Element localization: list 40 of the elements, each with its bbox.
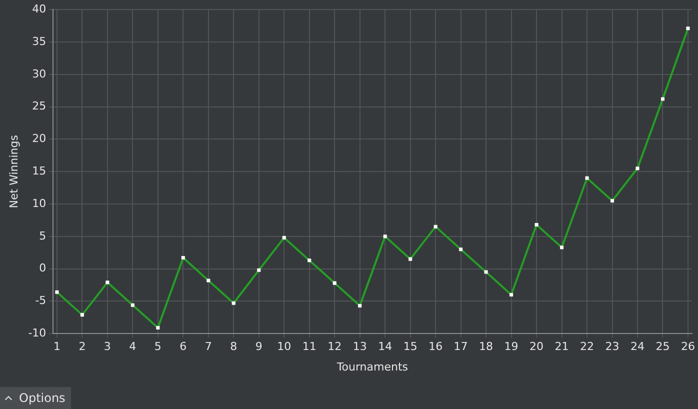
y-tick-label: 5	[39, 229, 46, 242]
y-tick-label: 15	[32, 164, 46, 178]
x-tick-label: 26	[680, 340, 695, 354]
x-tick-label: 19	[504, 340, 518, 354]
x-tick-label: 2	[78, 340, 86, 354]
x-tick-label: 1	[53, 340, 60, 354]
x-tick-label: 12	[328, 340, 342, 354]
x-tick-label: 21	[554, 340, 569, 354]
x-tick-label: 14	[378, 340, 392, 354]
x-tick-label: 9	[255, 340, 262, 354]
y-tick-label: 30	[32, 67, 46, 80]
x-tick-label: 17	[454, 340, 468, 354]
x-tick-label: 11	[302, 340, 316, 354]
y-tick-label: 25	[32, 100, 46, 113]
x-tick-label: 25	[656, 340, 670, 354]
x-tick-label: 4	[129, 340, 136, 354]
x-tick-label: 7	[204, 340, 212, 354]
x-tick-label: 6	[180, 340, 187, 354]
y-tick-label: 35	[32, 34, 46, 48]
x-tick-label: 15	[403, 340, 418, 354]
x-tick-label: 13	[352, 340, 367, 354]
x-axis-title: Tournaments	[336, 360, 408, 374]
x-tick-label: 10	[277, 340, 292, 354]
x-tick-label: 3	[104, 340, 111, 354]
y-axis-title: Net Winnings	[7, 134, 20, 208]
y-tick-label: -5	[35, 294, 46, 308]
x-tick-label: 5	[154, 340, 162, 354]
y-tick-label: 10	[32, 196, 46, 210]
y-tick-label: 20	[32, 132, 46, 146]
y-tick-label: -10	[28, 326, 46, 340]
text: Options	[19, 391, 66, 405]
x-tick-label: 16	[428, 340, 443, 354]
y-tick-label: 0	[39, 262, 46, 275]
x-tick-label: 20	[530, 340, 544, 354]
x-tick-label: 18	[479, 340, 494, 354]
y-tick-label: 40	[32, 2, 46, 16]
x-tick-label: 24	[630, 340, 644, 354]
x-tick-label: 22	[580, 340, 594, 354]
x-tick-label: 23	[605, 340, 620, 354]
x-tick-label: 8	[230, 340, 238, 354]
